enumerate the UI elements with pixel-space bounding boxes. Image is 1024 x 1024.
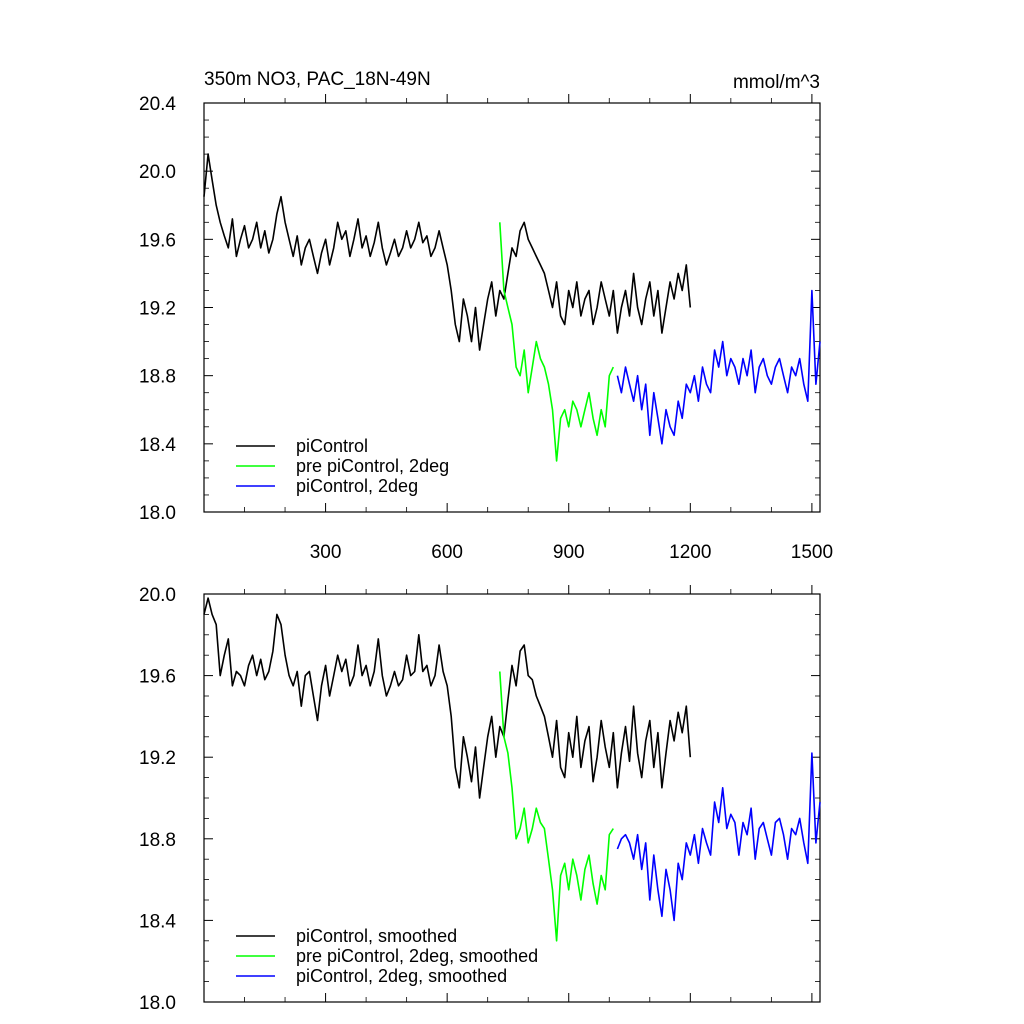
top-panel: 300 600 900 1200 1500 18.0 18.4 18.8 19.2 19.6 20.… (139, 94, 833, 563)
top-legend-label: piControl (296, 436, 368, 456)
bottom-series-line-3 (616, 752, 821, 922)
top-x-tick-label: 600 (431, 542, 463, 563)
bottom-legend-label: piControl, smoothed (296, 926, 457, 946)
bottom-series-line-1 (203, 597, 692, 799)
top-y-tick-label: 19.6 (139, 230, 176, 251)
top-y-tick-label: 19.2 (139, 299, 176, 320)
top-y-tick-label: 20.0 (139, 162, 176, 183)
top-x-tick-label: 1500 (791, 542, 833, 563)
units-label: mmol/m^3 (733, 72, 820, 93)
bottom-series-line-2 (499, 671, 614, 942)
top-x-tick-label: 900 (553, 542, 585, 563)
top-series-line-3 (616, 289, 821, 445)
top-x-tick-label: 1200 (669, 542, 711, 563)
top-series-line-1 (203, 153, 692, 351)
top-legend-label: piControl, 2deg (296, 476, 418, 496)
bottom-legend-label: pre piControl, 2deg, smoothed (296, 946, 538, 966)
chart-title: 350m NO3, PAC_18N-49N (204, 69, 431, 90)
top-legend-label: pre piControl, 2deg (296, 456, 449, 476)
bottom-y-tick-label: 18.4 (139, 911, 176, 932)
bottom-y-tick-label: 20.0 (139, 585, 176, 606)
top-y-tick-label: 20.4 (139, 94, 176, 115)
bottom-y-tick-label: 19.6 (139, 667, 176, 688)
bottom-panel: 18.0 18.4 18.8 19.2 19.6 20.0 piControl, smoot… (139, 585, 821, 1014)
top-x-tick-label: 300 (310, 542, 342, 563)
bottom-y-tick-label: 19.2 (139, 748, 176, 769)
top-y-tick-label: 18.4 (139, 435, 176, 456)
bottom-legend-label: piControl, 2deg, smoothed (296, 966, 507, 986)
top-series-line-2 (499, 222, 615, 462)
top-y-tick-label: 18.8 (139, 367, 176, 388)
bottom-y-tick-label: 18.8 (139, 830, 176, 851)
top-y-tick-label: 18.0 (139, 503, 176, 524)
bottom-y-tick-label: 18.0 (139, 993, 176, 1014)
